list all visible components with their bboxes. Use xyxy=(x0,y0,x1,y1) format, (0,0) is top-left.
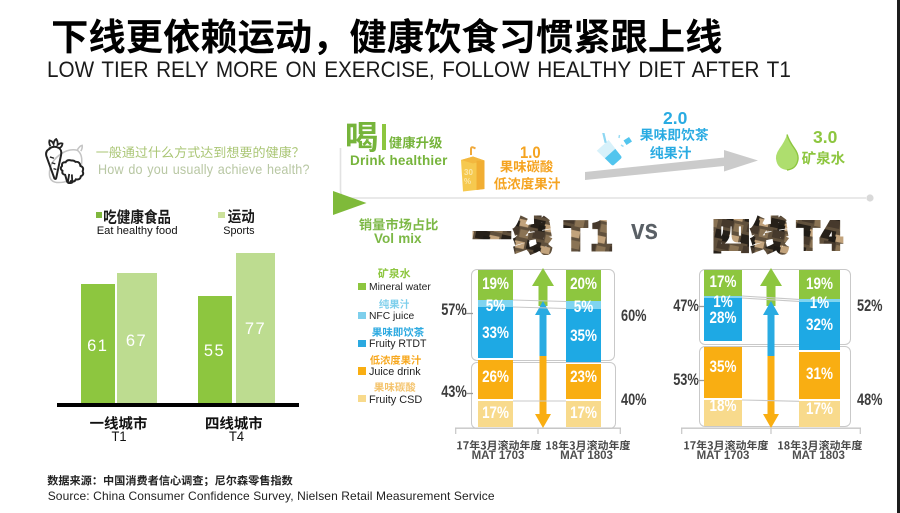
svg-text:%: % xyxy=(464,177,471,186)
svg-text:30: 30 xyxy=(464,168,473,177)
